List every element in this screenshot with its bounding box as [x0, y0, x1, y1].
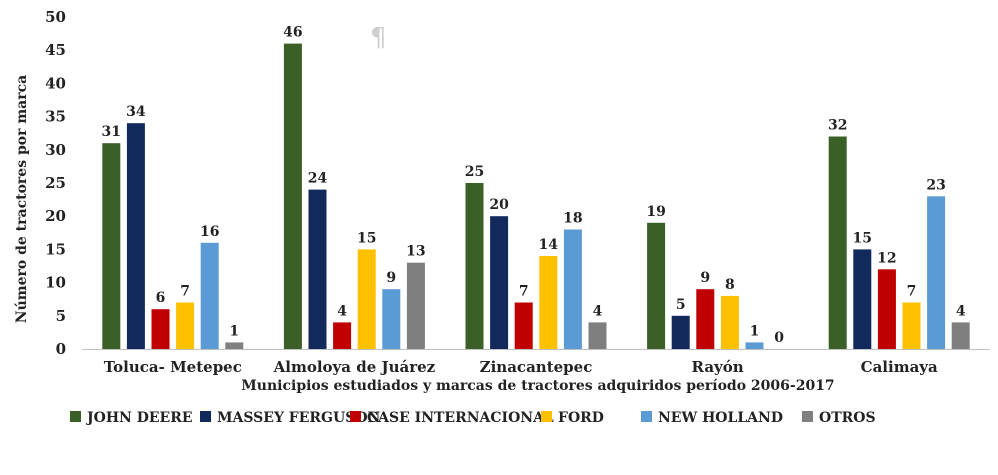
bar: [357, 249, 376, 349]
y-tick-label: 0: [56, 340, 66, 358]
y-tick-label: 40: [45, 74, 66, 92]
bar: [126, 123, 145, 349]
y-tick-label: 35: [45, 108, 66, 126]
bar-value-label: 1: [229, 323, 239, 339]
y-tick-label: 15: [45, 240, 66, 258]
bar: [406, 262, 425, 349]
bar-value-label: 4: [593, 303, 603, 319]
bar: [588, 322, 607, 349]
bar-value-label: 15: [357, 230, 376, 246]
legend-swatch: [70, 411, 81, 422]
bar: [853, 249, 872, 349]
bar-value-label: 15: [853, 230, 872, 246]
category-label: Rayón: [692, 358, 744, 376]
legend-swatch: [541, 411, 552, 422]
bar-value-label: 7: [180, 284, 190, 300]
bar: [308, 189, 327, 349]
bar: [490, 216, 509, 349]
bar: [382, 289, 401, 349]
bar-value-label: 24: [308, 171, 328, 187]
bar-value-label: 25: [465, 164, 484, 180]
bar: [647, 222, 666, 349]
legend-label: CASE INTERNACIONAL: [367, 410, 554, 426]
legend-label: NEW HOLLAND: [658, 410, 783, 426]
bar-value-label: 19: [646, 204, 665, 220]
bar-value-label: 7: [519, 284, 529, 300]
bar-value-label: 14: [539, 237, 559, 253]
bar: [563, 229, 582, 349]
bar: [465, 183, 484, 349]
category-label: Calimaya: [861, 358, 938, 376]
bar: [902, 302, 921, 349]
bar: [745, 342, 764, 349]
bar-value-label: 4: [337, 303, 347, 319]
y-tick-label: 45: [45, 41, 66, 59]
bar: [951, 322, 970, 349]
bar-value-label: 0: [774, 330, 784, 346]
bar-value-label: 13: [406, 244, 425, 260]
y-tick-label: 20: [45, 207, 66, 225]
category-label: Almoloya de Juárez: [273, 358, 436, 376]
legend-swatch: [641, 411, 652, 422]
bar: [671, 315, 690, 349]
bar-value-label: 31: [102, 124, 121, 140]
bar-value-label: 4: [956, 303, 966, 319]
legend-label: FORD: [558, 410, 604, 426]
bar: [151, 309, 170, 349]
bar-value-label: 32: [828, 118, 847, 134]
bar-value-label: 5: [676, 297, 686, 313]
bar-value-label: 34: [126, 104, 146, 120]
legend-label: OTROS: [819, 410, 876, 426]
legend-label: JOHN DEERE: [85, 410, 193, 426]
bar-value-label: 9: [700, 270, 710, 286]
bar: [200, 242, 219, 349]
x-axis-title: Municipios estudiados y marcas de tracto…: [241, 378, 834, 394]
bar-value-label: 23: [926, 177, 945, 193]
bar: [539, 256, 558, 349]
bar-value-label: 20: [489, 197, 509, 213]
bar: [927, 196, 946, 349]
legend-swatch: [200, 411, 211, 422]
y-tick-label: 5: [56, 307, 66, 325]
legend-label: MASSEY FERGUSON: [217, 410, 381, 426]
y-tick-label: 10: [45, 274, 66, 292]
bar: [696, 289, 715, 349]
bar: [514, 302, 533, 349]
bar: [283, 43, 302, 349]
y-axis-title: Número de tractores por marca: [14, 75, 30, 323]
y-axis-ticks: 0 5 10 15 20 25 30 35 40 45 50: [45, 8, 66, 358]
bar-value-label: 1: [750, 323, 760, 339]
y-tick-label: 30: [45, 141, 66, 159]
bar: [225, 342, 244, 349]
legend-swatch: [802, 411, 813, 422]
category-labels: Toluca- Metepec Almoloya de Juárez Zinacan…: [104, 358, 938, 376]
category-label: Toluca- Metepec: [104, 358, 242, 376]
bar: [176, 302, 195, 349]
bar-value-label: 8: [725, 277, 735, 293]
category-label: Zinacantepec: [480, 358, 593, 376]
bar-value-label: 16: [200, 224, 219, 240]
bar-value-label: 18: [563, 211, 582, 227]
bar-value-label: 6: [156, 290, 166, 306]
bar-value-label: 12: [877, 250, 896, 266]
bar: [720, 295, 739, 349]
bar-value-label: 46: [283, 25, 302, 41]
y-tick-label: 25: [45, 174, 66, 192]
bar-value-label: 9: [386, 270, 396, 286]
bar: [102, 143, 121, 349]
legend-swatch: [350, 411, 361, 422]
bar-value-label: 7: [907, 284, 917, 300]
y-tick-label: 50: [45, 8, 66, 26]
bar: [333, 322, 352, 349]
bar: [877, 269, 896, 349]
bar: [828, 136, 847, 349]
pilcrow-annotation: ¶: [370, 23, 387, 53]
